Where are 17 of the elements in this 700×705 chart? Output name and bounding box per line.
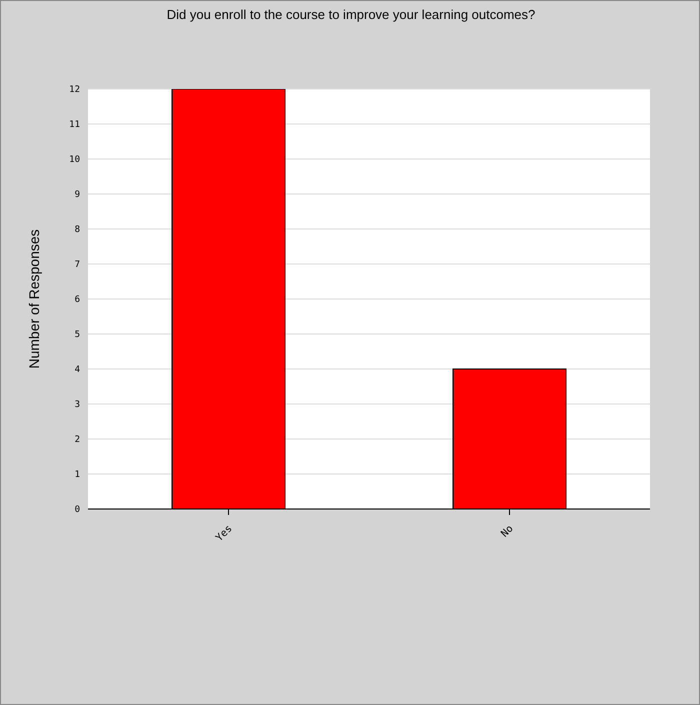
- y-tick-label: 10: [69, 155, 80, 166]
- y-tick-label: 4: [74, 365, 80, 376]
- y-axis-title: Number of Responses: [26, 229, 42, 369]
- y-tick-label: 11: [69, 120, 80, 130]
- y-tick-label: 1: [74, 470, 80, 480]
- y-tick-label: 5: [74, 330, 80, 340]
- chart-title: Did you enroll to the course to improve your learning outcomes?: [166, 7, 536, 22]
- y-tick-label: 9: [74, 190, 80, 200]
- y-tick-label: 3: [74, 400, 80, 410]
- y-tick-label: 7: [74, 260, 80, 270]
- x-tick-label: No: [499, 523, 516, 540]
- y-tick-label: 12: [69, 85, 80, 96]
- y-tick-label: 6: [74, 295, 80, 306]
- y-tick-label: 0: [74, 505, 80, 516]
- y-tick-label: 8: [74, 225, 80, 236]
- x-tick-label: Yes: [214, 523, 235, 544]
- y-tick-label: 2: [74, 435, 80, 446]
